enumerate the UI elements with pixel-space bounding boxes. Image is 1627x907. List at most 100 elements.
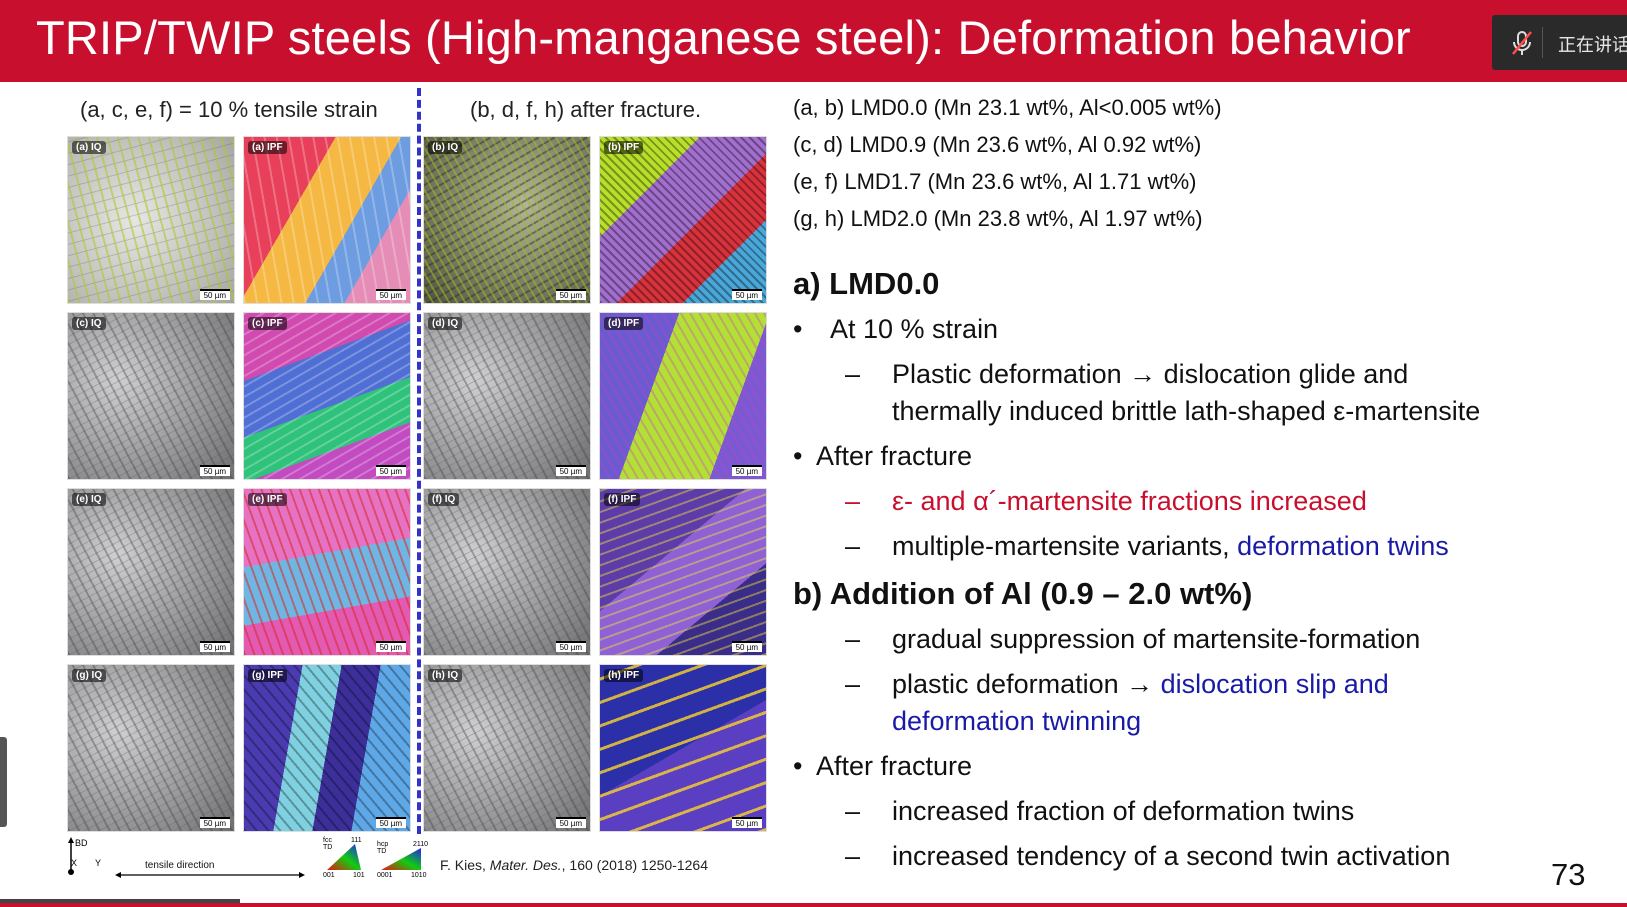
slide-title: TRIP/TWIP steels (High-manganese steel):… [36,11,1411,64]
panel-label: (b) IPF [604,141,644,154]
fcc-label: fcc [323,837,332,844]
hcp-top-label: 2110 [413,841,428,848]
dash-marker: – [845,841,861,871]
sub-plastic-deformation-b: plastic deformation → dislocation slip a… [892,669,1389,700]
bullet-at-10-strain: At 10 % strain [830,314,999,344]
scale-bar: 50 µm [731,465,762,476]
figure-divider [417,88,421,834]
meeting-speaking-widget[interactable]: 正在讲话 [1492,15,1627,70]
dash-marker: – [845,531,861,561]
fcc-right-label: 101 [353,872,365,878]
scale-bar: 50 µm [375,289,406,300]
panel-label: (e) IPF [248,493,287,506]
axis-y-label: Y [95,858,101,868]
sample-axes-icon: BD X Y [68,837,101,875]
heading-lmd00: a) LMD0.0 [793,266,940,301]
citation-author: F. Kies, [440,857,490,873]
panel-label: (f) IQ [428,493,460,506]
micrograph-panel: (h) IPF 50 µm [599,664,767,832]
panel-label: (h) IQ [428,669,463,682]
alloy-item: (e, f) LMD1.7 (Mn 23.6 wt%, Al 1.71 wt%) [793,169,1197,194]
sub-increased-fraction: increased fraction of deformation twins [892,796,1355,826]
micrograph-panel: (b) IQ 50 µm [423,136,591,304]
page-number: 73 [1551,857,1586,892]
panel-label: (a) IQ [72,141,106,154]
tensile-direction-label: tensile direction [145,860,215,871]
tensile-direction-arrow-icon [115,872,305,878]
dash-marker: – [845,486,861,516]
hcp-ipf-legend-icon: hcp TD 2110 0001 1010 [377,841,428,878]
figure-legend: BD X Y tensile direction fcc TD 111 001 … [65,836,428,880]
scale-bar: 50 µm [731,289,762,300]
fcc-left-label: 001 [323,872,335,878]
panel-label: (g) IQ [72,669,107,682]
bullet-after-fracture-b: After fracture [816,751,973,781]
micrograph-panel: (a) IPF 50 µm [243,136,411,304]
axis-x-label: X [71,858,77,868]
bottom-accent-rule [0,903,1627,907]
scale-bar: 50 µm [555,817,586,828]
axis-bd-label: BD [75,838,88,848]
speaking-label: 正在讲话 [1558,35,1627,55]
micrograph-panel: (f) IPF 50 µm [599,488,767,656]
panel-label: (a) IPF [248,141,287,154]
micrograph-panel: (e) IPF 50 µm [243,488,411,656]
fcc-top-label: 111 [351,837,362,844]
hcp-label: hcp [377,841,388,848]
sub-plastic-deformation-b-text: plastic deformation → [892,669,1161,699]
sub-dislocation-slip: dislocation slip and [1160,669,1389,699]
citation-journal: Mater. Des. [489,857,562,873]
dash-marker: – [845,359,861,389]
scale-bar: 50 µm [731,817,762,828]
micrograph-panel: (g) IQ 50 µm [67,664,235,832]
scale-bar: 50 µm [199,289,230,300]
micrograph-panel: (c) IQ 50 µm [67,312,235,480]
scale-bar: 50 µm [375,817,406,828]
slide-title-bar: TRIP/TWIP steels (High-manganese steel):… [0,0,1627,82]
sub-plastic-deformation-2: thermally induced brittle lath-shaped ε-… [892,396,1481,426]
micrograph-panel: (d) IQ 50 µm [423,312,591,480]
scale-bar: 50 µm [199,641,230,652]
panel-label: (c) IPF [248,317,287,330]
scale-bar: 50 µm [555,465,586,476]
micrograph-panel: (e) IQ 50 µm [67,488,235,656]
scale-bar: 50 µm [555,641,586,652]
heading-addition-of-al: b) Addition of Al (0.9 – 2.0 wt%) [793,576,1253,611]
panel-label: (c) IQ [72,317,106,330]
scale-bar: 50 µm [199,465,230,476]
figure-citation: F. Kies, Mater. Des., 160 (2018) 1250-12… [440,857,708,873]
panel-label: (f) IPF [604,493,641,506]
alloy-list: (a, b) LMD0.0 (Mn 23.1 wt%, Al<0.005 wt%… [793,95,1222,243]
scale-bar: 50 µm [375,465,406,476]
micrograph-panel: (h) IQ 50 µm [423,664,591,832]
bullet-marker: • [793,314,803,344]
hcp-left-label: 0001 [377,872,393,878]
dash-marker: – [845,624,861,654]
sub-deformation-twins: deformation twins [1237,531,1449,561]
scale-bar: 50 µm [199,817,230,828]
sub-multiple-martensite: multiple-martensite variants, deformatio… [892,531,1449,562]
micrograph-panel: (d) IPF 50 µm [599,312,767,480]
micrograph-grid: (a) IQ 50 µm (a) IPF 50 µm (b) IQ 50 µm … [67,136,771,840]
fracture-label: (b, d, f, h) after fracture. [470,97,702,122]
scale-bar: 50 µm [731,641,762,652]
micrograph-panel: (b) IPF 50 µm [599,136,767,304]
panel-label: (e) IQ [72,493,106,506]
fcc-ipf-legend-icon: fcc TD 111 001 101 [323,837,365,878]
micrograph-panel: (g) IPF 50 µm [243,664,411,832]
panel-label: (b) IQ [428,141,463,154]
side-panel-handle[interactable] [0,737,7,827]
panel-label: (d) IPF [604,317,644,330]
alloy-item: (c, d) LMD0.9 (Mn 23.6 wt%, Al 0.92 wt%) [793,132,1202,157]
mic-muted-icon[interactable] [1510,29,1534,57]
strain-label: (a, c, e, f) = 10 % tensile strain [80,97,378,122]
sub-gradual-suppression: gradual suppression of martensite-format… [892,624,1421,654]
alloy-item: (g, h) LMD2.0 (Mn 23.8 wt%, Al 1.97 wt%) [793,206,1203,231]
sub-multiple-martensite-text: multiple-martensite variants, [892,531,1238,561]
panel-label: (d) IQ [428,317,463,330]
dash-marker: – [845,669,861,699]
scale-bar: 50 µm [555,289,586,300]
alloy-item: (a, b) LMD0.0 (Mn 23.1 wt%, Al<0.005 wt%… [793,95,1222,120]
fcc-td-label: TD [323,844,332,851]
panel-label: (h) IPF [604,669,644,682]
